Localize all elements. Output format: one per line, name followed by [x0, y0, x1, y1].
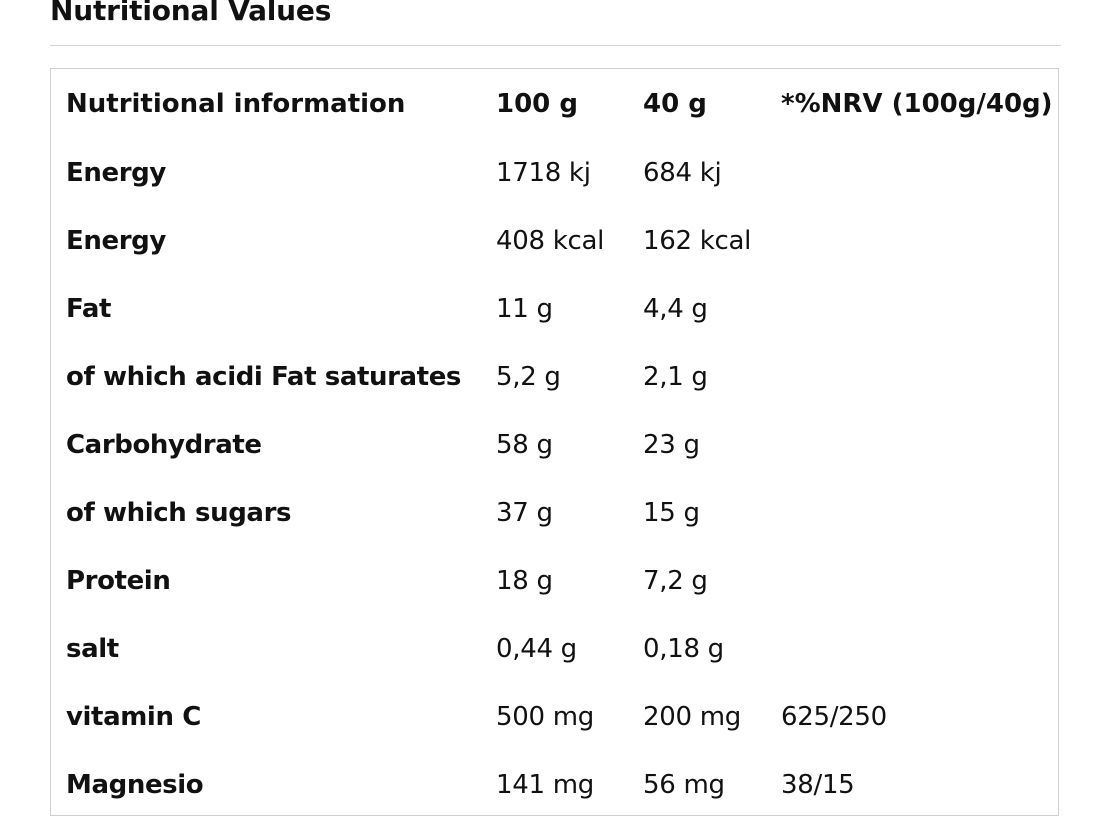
value-40g: 4,4 g	[643, 294, 708, 324]
header-nrv: *%NRV (100g/40g)	[781, 89, 1053, 119]
value-100g: 18 g	[496, 566, 553, 596]
table-row: vitamin C 500 mg 200 mg 625/250	[66, 683, 1056, 751]
header-per-40g: 40 g	[643, 89, 707, 119]
nutrient-name: Carbohydrate	[66, 430, 262, 460]
value-40g: 23 g	[643, 430, 700, 460]
table-row: Energy 408 kcal 162 kcal	[66, 207, 1056, 275]
value-40g: 200 mg	[643, 702, 741, 732]
value-100g: 500 mg	[496, 702, 594, 732]
value-40g: 162 kcal	[643, 226, 751, 256]
value-nrv	[781, 343, 1056, 411]
value-100g: 11 g	[496, 294, 553, 324]
nutrient-name: Energy	[66, 226, 166, 256]
value-nrv	[781, 547, 1056, 615]
header-nutritional-information: Nutritional information	[66, 89, 406, 119]
nutrient-name: Magnesio	[66, 770, 204, 800]
value-nrv: 38/15	[781, 770, 855, 800]
value-nrv	[781, 479, 1056, 547]
table-row: salt 0,44 g 0,18 g	[66, 615, 1056, 683]
header-per-100g: 100 g	[496, 89, 578, 119]
value-100g: 5,2 g	[496, 362, 561, 392]
value-nrv	[781, 275, 1056, 343]
nutrition-table-frame: Nutritional information 100 g 40 g *%NRV…	[50, 68, 1059, 816]
table-row: Carbohydrate 58 g 23 g	[66, 411, 1056, 479]
value-100g: 141 mg	[496, 770, 594, 800]
value-nrv	[781, 615, 1056, 683]
value-40g: 7,2 g	[643, 566, 708, 596]
title-divider	[50, 45, 1061, 46]
table-row: Energy 1718 kj 684 kj	[66, 139, 1056, 207]
value-nrv	[781, 139, 1056, 207]
section-title: Nutritional Values	[50, 0, 332, 27]
nutrition-table: Nutritional information 100 g 40 g *%NRV…	[66, 69, 1056, 819]
value-nrv: 625/250	[781, 702, 887, 732]
nutrient-name: salt	[66, 634, 119, 664]
value-100g: 1718 kj	[496, 158, 591, 188]
table-row: of which sugars 37 g 15 g	[66, 479, 1056, 547]
value-100g: 58 g	[496, 430, 553, 460]
table-row: of which acidi Fat saturates 5,2 g 2,1 g	[66, 343, 1056, 411]
value-40g: 15 g	[643, 498, 700, 528]
nutrient-name: Energy	[66, 158, 166, 188]
value-40g: 2,1 g	[643, 362, 708, 392]
value-40g: 0,18 g	[643, 634, 724, 664]
nutrient-name: of which acidi Fat saturates	[66, 362, 462, 392]
value-100g: 408 kcal	[496, 226, 604, 256]
value-40g: 684 kj	[643, 158, 722, 188]
nutrient-name: Fat	[66, 294, 112, 324]
table-header-row: Nutritional information 100 g 40 g *%NRV…	[66, 69, 1056, 139]
value-40g: 56 mg	[643, 770, 725, 800]
nutrient-name: vitamin C	[66, 702, 201, 732]
value-nrv	[781, 207, 1056, 275]
value-100g: 37 g	[496, 498, 553, 528]
nutrient-name: Protein	[66, 566, 171, 596]
value-nrv	[781, 411, 1056, 479]
table-row: Magnesio 141 mg 56 mg 38/15	[66, 751, 1056, 819]
table-row: Protein 18 g 7,2 g	[66, 547, 1056, 615]
table-row: Fat 11 g 4,4 g	[66, 275, 1056, 343]
nutrient-name: of which sugars	[66, 498, 292, 528]
value-100g: 0,44 g	[496, 634, 577, 664]
